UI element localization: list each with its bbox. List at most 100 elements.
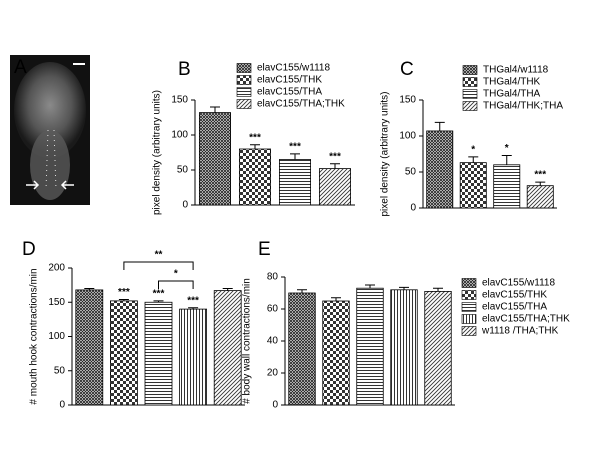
significance: *** (249, 132, 261, 143)
y-tick-label: 0 (59, 400, 65, 411)
legend-swatch (236, 87, 252, 97)
error-bar (331, 297, 341, 301)
legend-label: elavC155/w1118 (482, 278, 555, 289)
legend-label: elavC155/THK (257, 75, 322, 86)
error-bar (365, 284, 375, 289)
bar (75, 289, 104, 406)
y-tick-label: 100 (48, 331, 65, 342)
y-tick-label: 100 (171, 130, 188, 141)
micrograph (10, 55, 90, 205)
error-bar (210, 106, 220, 113)
error-bar (290, 153, 300, 160)
bar (390, 289, 418, 406)
y-axis-label: pixel density (arbitrary units) (152, 90, 163, 215)
legend-label: THGal4/THK (483, 77, 541, 88)
error-bar (433, 287, 443, 292)
y-tick-label: 0 (182, 200, 188, 211)
panel-label: D (22, 239, 36, 260)
y-tick-label: 40 (267, 336, 279, 347)
legend-swatch (462, 77, 478, 87)
y-tick-label: 20 (267, 368, 279, 379)
significance: *** (329, 151, 341, 162)
error-bar (118, 299, 129, 301)
y-axis-label: pixel density (arbitrary units) (380, 91, 391, 216)
y-tick-label: 200 (48, 263, 65, 274)
y-axis-label: # body wall contractions/min (242, 278, 253, 404)
bar (288, 292, 316, 406)
error-bar (84, 288, 95, 290)
legend-label: w1118 /THA;THK (481, 326, 559, 337)
error-bar (434, 121, 445, 131)
legend-label: elavC155/THK (482, 290, 547, 301)
bar (198, 112, 231, 206)
comparison-label: * (174, 269, 178, 280)
bar (238, 148, 271, 206)
comparison-bracket (158, 280, 194, 289)
panel-label: A (14, 57, 27, 78)
y-tick-label: 80 (267, 272, 279, 283)
y-tick-label: 50 (54, 365, 66, 376)
legend-label: elavC155/THA;THK (482, 314, 570, 325)
legend-swatch (462, 65, 478, 75)
bar (144, 301, 173, 406)
y-tick-label: 150 (171, 95, 188, 106)
bar (318, 168, 351, 206)
legend-swatch (236, 63, 252, 73)
legend-swatch (461, 326, 477, 336)
bar (459, 162, 487, 209)
significance: *** (187, 295, 199, 306)
legend-swatch (236, 99, 252, 109)
significance: * (505, 143, 509, 154)
y-tick-label: 50 (177, 165, 189, 176)
error-bar (330, 163, 340, 169)
error-bar (501, 154, 512, 165)
y-tick-label: 100 (399, 131, 416, 142)
legend-swatch (461, 314, 477, 324)
comparison-bracket (123, 261, 194, 270)
y-axis-label: # mouth hook contractions/min (29, 268, 40, 404)
legend-label: elavC155/THA;THK (257, 99, 345, 110)
legend-swatch (461, 302, 477, 312)
bar (322, 300, 350, 406)
comparison-label: ** (155, 250, 163, 261)
bar (213, 290, 242, 406)
panel-label: B (178, 59, 191, 80)
bar (278, 159, 311, 206)
y-tick-label: 50 (405, 167, 417, 178)
legend-label: THGal4/THA (483, 89, 541, 100)
y-tick-label: 0 (410, 203, 416, 214)
error-bar (535, 181, 546, 186)
error-bar (297, 289, 307, 293)
panel-label: E (258, 239, 271, 260)
error-bar (399, 286, 409, 290)
y-tick-label: 0 (272, 400, 278, 411)
error-bar (468, 156, 479, 163)
bar (424, 290, 452, 406)
legend-swatch (462, 89, 478, 99)
y-tick-label: 150 (48, 297, 65, 308)
panel-label: C (400, 59, 414, 80)
significance: *** (534, 170, 546, 181)
bar (110, 300, 138, 406)
legend-label: THGal4/w1118 (483, 65, 549, 76)
bar (426, 130, 454, 209)
error-bar (188, 307, 199, 310)
legend-swatch (461, 290, 477, 300)
legend-swatch (236, 75, 252, 85)
legend-label: elavC155/THA (257, 87, 322, 98)
significance: *** (289, 142, 301, 153)
legend-swatch (462, 101, 478, 111)
legend-label: elavC155/w1118 (257, 63, 330, 74)
error-bar (250, 144, 260, 149)
legend-swatch (461, 278, 477, 288)
significance: * (471, 145, 475, 156)
legend-label: THGal4/THK;THA (483, 101, 563, 112)
error-bar (153, 300, 164, 303)
y-tick-label: 150 (399, 95, 416, 106)
bar (356, 287, 384, 406)
bar (179, 308, 207, 406)
y-tick-label: 60 (267, 304, 279, 315)
bar (493, 164, 521, 209)
bar (526, 185, 554, 209)
